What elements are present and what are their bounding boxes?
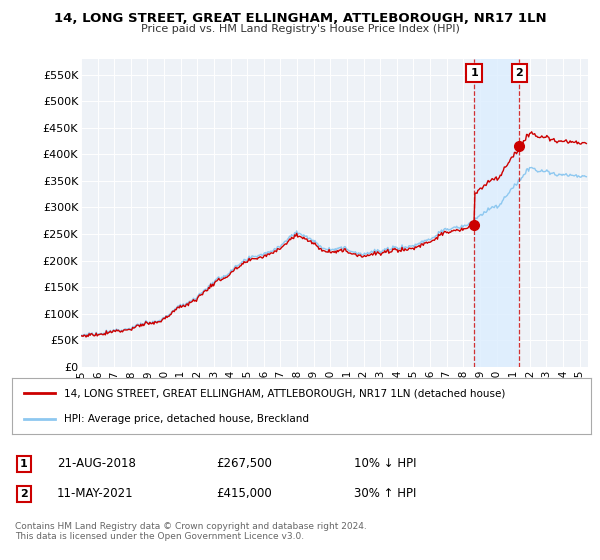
Text: Price paid vs. HM Land Registry's House Price Index (HPI): Price paid vs. HM Land Registry's House … [140,24,460,34]
Text: 14, LONG STREET, GREAT ELLINGHAM, ATTLEBOROUGH, NR17 1LN (detached house): 14, LONG STREET, GREAT ELLINGHAM, ATTLEB… [64,388,505,398]
Text: 1: 1 [20,459,28,469]
Text: 10% ↓ HPI: 10% ↓ HPI [354,457,416,470]
Text: 1: 1 [470,68,478,78]
Bar [474,59,520,367]
Text: 2: 2 [515,68,523,78]
Text: 2: 2 [20,489,28,499]
Text: HPI: Average price, detached house, Breckland: HPI: Average price, detached house, Brec… [64,414,309,424]
Text: £415,000: £415,000 [216,487,272,501]
Text: 14, LONG STREET, GREAT ELLINGHAM, ATTLEBOROUGH, NR17 1LN: 14, LONG STREET, GREAT ELLINGHAM, ATTLEB… [53,12,547,25]
Text: Contains HM Land Registry data © Crown copyright and database right 2024.
This d: Contains HM Land Registry data © Crown c… [15,522,367,542]
Text: 11-MAY-2021: 11-MAY-2021 [57,487,134,501]
Text: 30% ↑ HPI: 30% ↑ HPI [354,487,416,501]
Text: £267,500: £267,500 [216,457,272,470]
Text: 21-AUG-2018: 21-AUG-2018 [57,457,136,470]
